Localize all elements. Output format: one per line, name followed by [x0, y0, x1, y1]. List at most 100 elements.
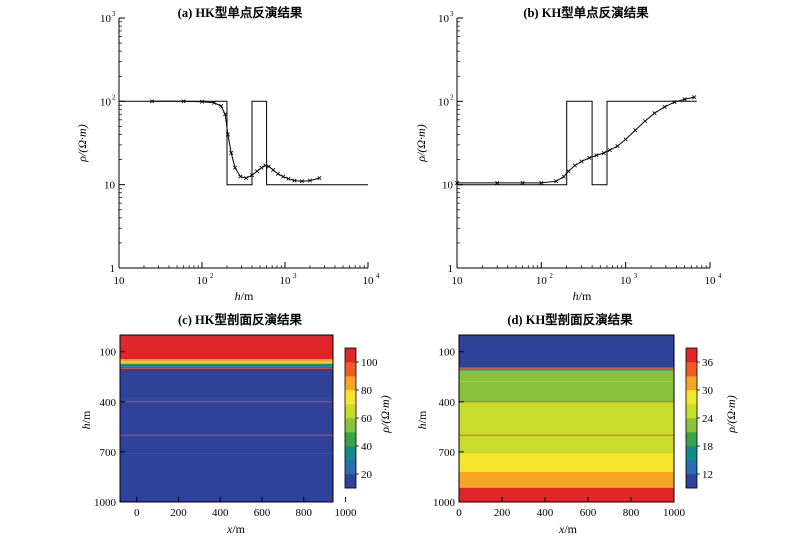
panel-b-xlabel-unit: /m: [579, 289, 592, 303]
panel-d-xlabel-symbol: x: [558, 522, 565, 536]
panel-b-data-point-marker: [554, 179, 559, 184]
panel-c-x-tick-label: 0: [134, 507, 140, 519]
panel-d-y-tick-label: 100: [439, 347, 456, 359]
panel-b-x-tick-exponent: 3: [634, 272, 638, 280]
panel-b-data-point-marker: [692, 95, 697, 100]
panel-d-colorbar-swatch: [686, 376, 697, 391]
panel-b-data-point-marker: [607, 148, 612, 153]
panel-a-data-point-marker: [271, 167, 276, 173]
panel-b-y-tick-label: 1: [448, 263, 454, 275]
panel-b-data-point-marker: [601, 150, 606, 156]
panel-b-data-point-marker: [662, 104, 667, 109]
panel-a-y-tick-label: 10: [100, 96, 112, 108]
panel-d-colorbar-tick-label: 36: [702, 357, 714, 369]
panel-d-colorbar-tick-label: 24: [702, 413, 714, 425]
panel-c-x-tick-label: 600: [254, 507, 271, 519]
panel-b-data-point-marker: [633, 128, 638, 133]
panel-d-colorbar: 12 18 24 30 36: [685, 347, 714, 489]
panel-b-data-point-marker: [623, 137, 628, 142]
panel-b-data-point-marker: [672, 99, 677, 105]
panel-c-plot-area: 100 400 700 1000 0 200 400 600 800 1000: [94, 334, 357, 519]
panel-c-x-tick-label: 400: [212, 507, 229, 519]
panel-a-y-tick-label: 10: [100, 13, 112, 25]
panel-b-data-point-marker: [454, 180, 460, 185]
panel-c-colorbar-swatch: [345, 348, 356, 363]
panel-c-resistivity-layer: [120, 366, 333, 369]
panel-a-x-tick-exponent: 2: [210, 272, 214, 280]
panel-a-data-point-marker: [317, 175, 322, 181]
panel-c-resistivity-layer: [120, 363, 333, 367]
panel-b-x-tick-label: 10: [620, 275, 632, 287]
panel-c-title: (c) HK型剖面反演结果: [178, 312, 302, 327]
panel-c-ylabel-symbol: h: [79, 423, 93, 429]
panel-b-data-point-marker: [587, 155, 592, 160]
panel-d-x-tick-label: 600: [580, 507, 597, 519]
panel-c-y-tick-label: 100: [100, 347, 117, 359]
panel-a-x-tick-label: 10: [197, 275, 209, 287]
panel-b-x-tick-exponent: 4: [718, 272, 722, 280]
panel-c-x-tick-label: 800: [296, 507, 313, 519]
panel-c-resistivity-layer: [120, 398, 333, 436]
panel-a-data-point-marker: [307, 178, 313, 183]
panel-b-title: (b) KH型单点反演结果: [523, 5, 649, 20]
panel-c-colorbar-tick-label: 100: [361, 357, 378, 369]
panel-a-x-tick-label: 10: [280, 275, 292, 287]
panel-d-colorbar-swatch: [686, 404, 697, 419]
panel-b-data-point-marker: [643, 118, 648, 124]
panel-d-resistivity-layer: [459, 370, 674, 382]
panel-c-colorbar-swatch: [345, 376, 356, 391]
panel-c-resistivity-layer: [120, 368, 333, 399]
panel-c-resistivity-layer: [120, 361, 333, 364]
panel-d-resistivity-layer: [459, 435, 674, 454]
panel-a-data-point-marker: [225, 132, 230, 137]
panel-d-colorbar-swatch: [686, 362, 697, 377]
panel-d-colorbar-tick-label: 18: [702, 441, 714, 453]
panel-a-ylabel: ρ/(Ω·m): [75, 124, 89, 162]
panel-c-hk-section: (c) HK型剖面反演结果 100 400 700 1000 0 200 400 600 800…: [79, 312, 392, 536]
panel-b-y-tick-label: 10: [438, 96, 450, 108]
panel-c-colorbar-tick-label: 60: [361, 413, 373, 425]
panel-d-colorbar-swatch: [686, 432, 697, 447]
panel-b-y-tick-exponent: 3: [450, 10, 454, 18]
panel-d-colorbar-tick-label: 30: [702, 385, 714, 397]
panel-d-resistivity-layer: [459, 471, 674, 488]
panel-c-colorbar-swatch: [345, 474, 356, 489]
panel-d-x-tick-label: 800: [623, 507, 640, 519]
panel-a-y-tick-exponent: 3: [112, 10, 116, 18]
panel-c-xlabel-unit: /m: [232, 522, 245, 536]
panel-a-data-point-marker: [299, 179, 305, 184]
panel-d-colorbar-swatch: [686, 418, 697, 433]
panel-b-data-point-marker: [652, 111, 657, 116]
panel-b-data-point-marker: [594, 153, 599, 158]
panel-a-data-point-marker: [292, 178, 297, 183]
panel-d-x-tick-label: 200: [494, 507, 511, 519]
panel-a-data-point-marker: [244, 175, 249, 181]
panel-c-colorbar-swatch: [345, 418, 356, 433]
panel-b-x-tick-label: 10: [705, 275, 717, 287]
panel-d-colorbar-swatch: [686, 474, 697, 489]
panel-b-x-tick-label: 10: [452, 275, 464, 287]
panel-b-xlabel-symbol: h: [573, 289, 579, 303]
panel-d-colorbar-swatch: [686, 446, 697, 461]
panel-a-data-point-marker: [275, 171, 280, 176]
panel-c-ylabel-unit: /m: [79, 410, 93, 423]
panel-a-data-point-marker: [249, 173, 255, 178]
panel-a-xlabel: h/m: [235, 289, 254, 303]
panel-c-colorbar-swatch: [345, 460, 356, 475]
panel-d-title: (d) KH型剖面反演结果: [507, 312, 633, 327]
panel-c-resistivity-layer: [120, 359, 333, 362]
panel-d-colorbar-label: ρ/(Ω·m): [724, 395, 738, 433]
panel-a-data-point-marker: [286, 176, 291, 181]
panel-a-y-tick-label: 10: [104, 180, 116, 192]
panel-d-y-tick-label: 400: [439, 397, 456, 409]
panel-a-inversion-curve: [152, 100, 320, 182]
panel-c-ylabel: h/m: [79, 410, 93, 429]
panel-d-resistivity-layer: [459, 367, 674, 371]
